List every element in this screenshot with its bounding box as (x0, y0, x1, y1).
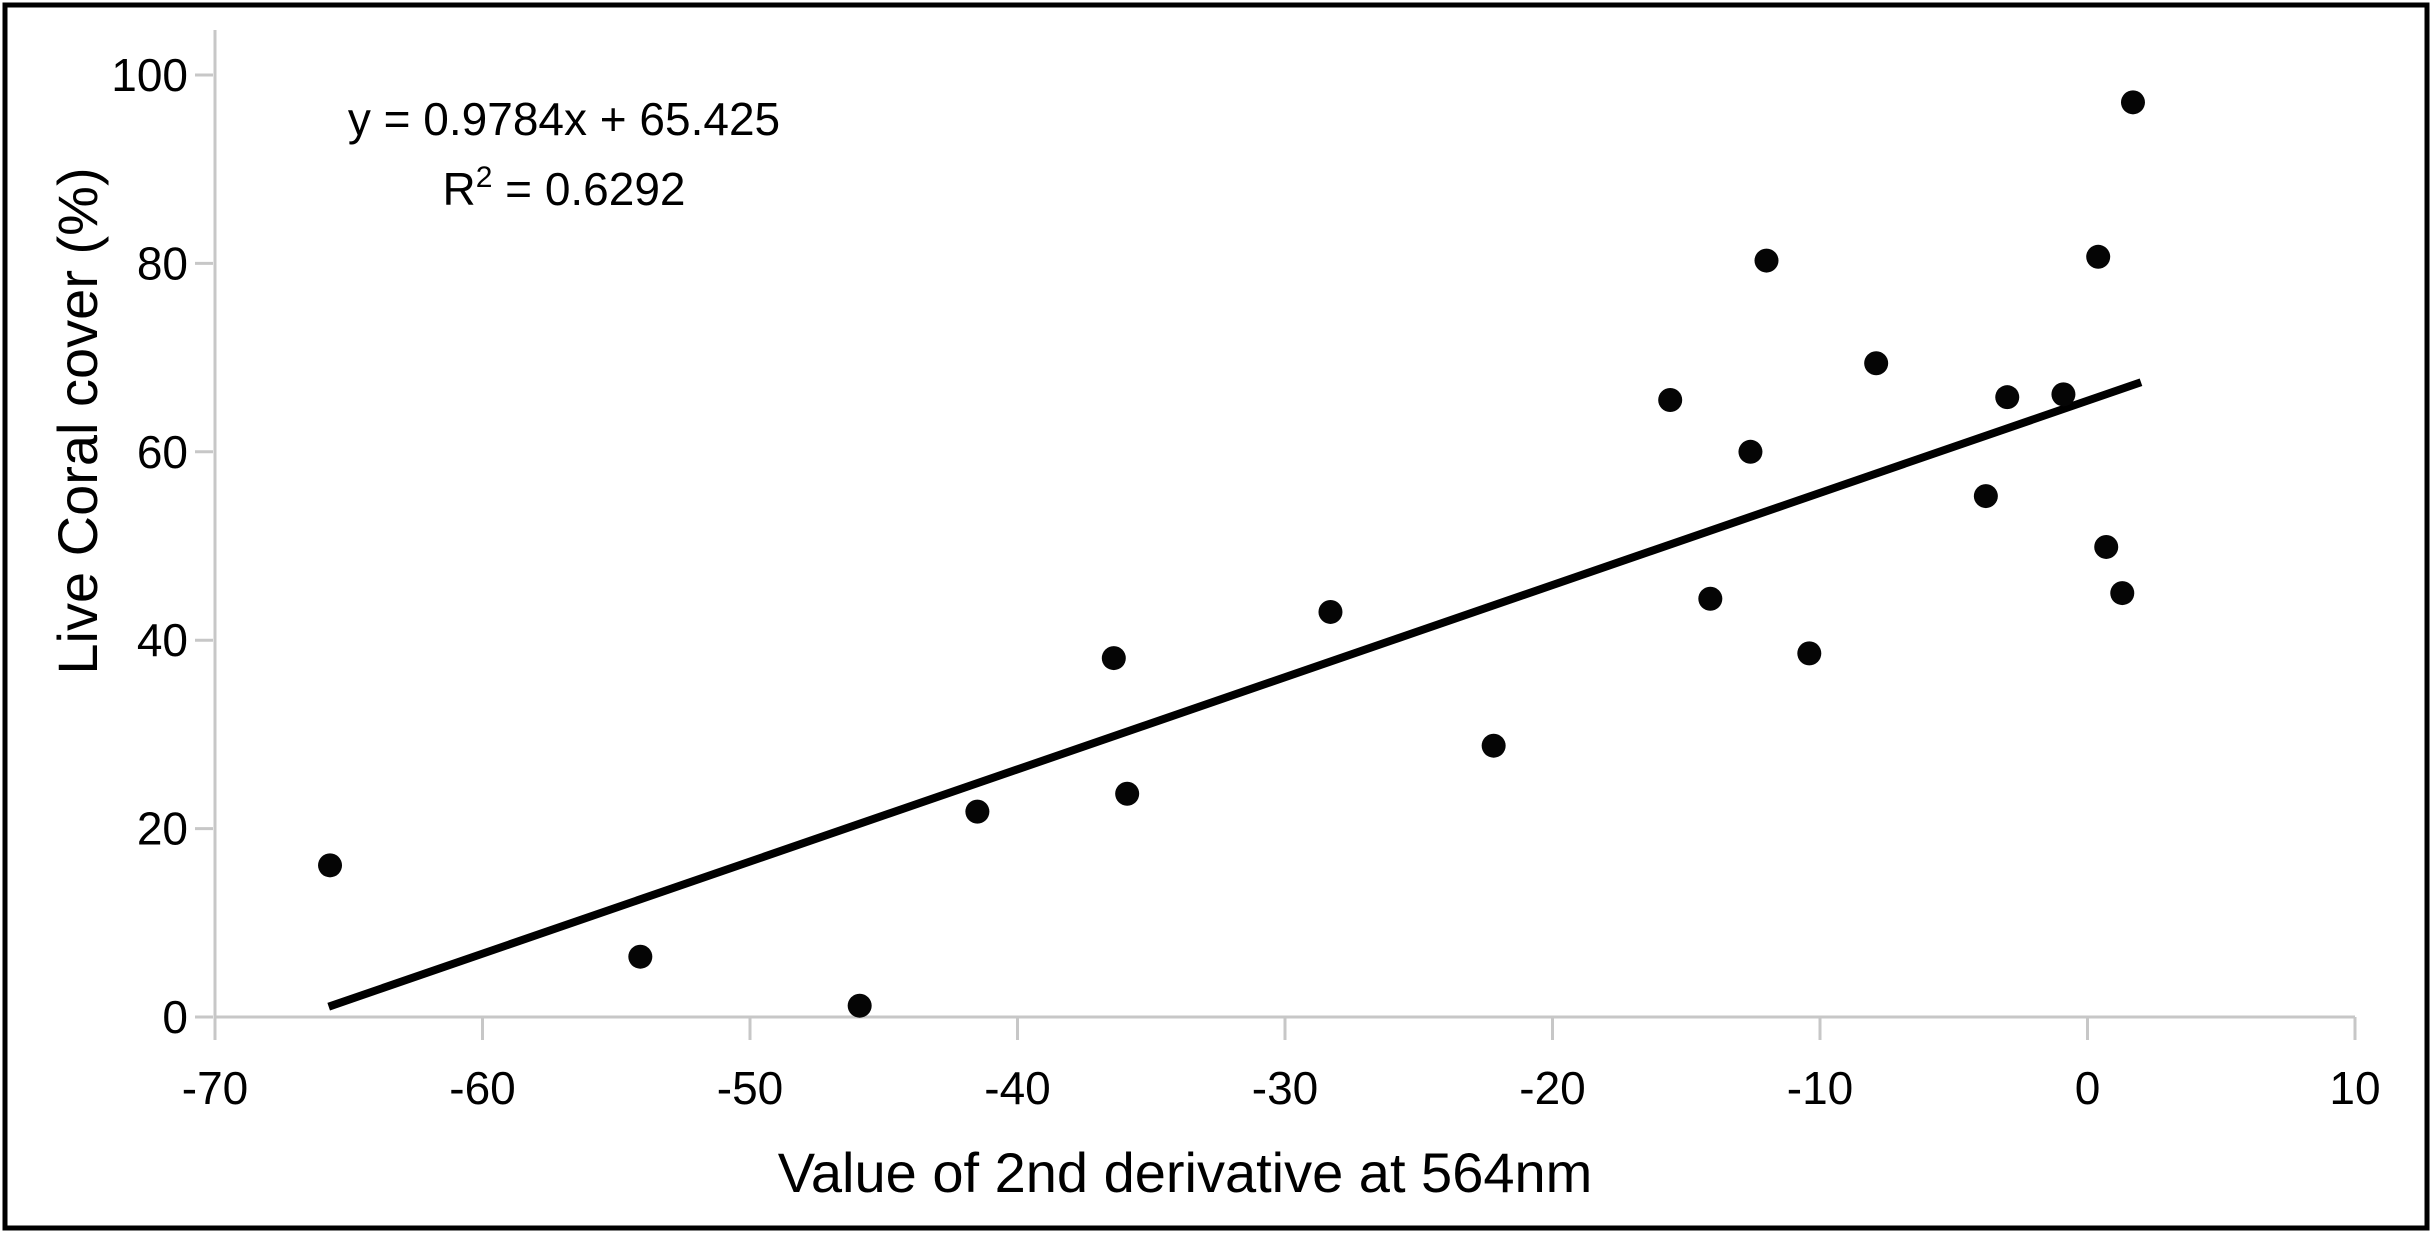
x-axis-title: Value of 2nd derivative at 564nm (778, 1141, 1593, 1204)
x-tick-label: 10 (2329, 1062, 2380, 1114)
data-point (628, 944, 653, 969)
data-point (1658, 387, 1683, 412)
y-tick-label: 60 (137, 426, 188, 478)
data-point (965, 799, 990, 824)
data-point (2086, 244, 2111, 269)
r-squared-label: R2 = 0.6292 (442, 161, 685, 215)
data-point (1101, 646, 1126, 671)
data-point (1738, 439, 1763, 464)
x-tick-label: 0 (2075, 1062, 2101, 1114)
data-point (2094, 534, 2119, 559)
x-tick-label: -70 (182, 1062, 248, 1114)
x-tick-label: -30 (1252, 1062, 1318, 1114)
x-tick-label: -50 (717, 1062, 783, 1114)
data-point (1754, 248, 1779, 273)
axes (195, 30, 2357, 1040)
data-point (1698, 586, 1723, 611)
data-point (1318, 599, 1343, 624)
y-axis-title: Live Coral cover (%) (46, 167, 109, 674)
data-point (1995, 385, 2020, 410)
data-point (2120, 90, 2145, 115)
y-tick-label: 20 (137, 803, 188, 855)
data-point (847, 993, 872, 1018)
data-point (318, 853, 343, 878)
x-tick-label: -40 (984, 1062, 1050, 1114)
x-tick-label: -60 (449, 1062, 515, 1114)
data-point (2110, 581, 2135, 606)
trend-line (327, 378, 2143, 1011)
y-tick-label: 100 (111, 49, 188, 101)
data-point (1864, 351, 1889, 376)
x-tick-label: -20 (1519, 1062, 1585, 1114)
trend-line-group (327, 378, 2143, 1011)
data-point (1973, 484, 1998, 509)
data-points (318, 90, 2145, 1018)
data-point (1115, 781, 1140, 806)
data-point (1797, 641, 1822, 666)
x-tick-label: -10 (1787, 1062, 1853, 1114)
data-point (2051, 382, 2076, 407)
y-tick-label: 0 (162, 991, 188, 1043)
y-tick-label: 80 (137, 237, 188, 289)
equation-label: y = 0.9784x + 65.425 (348, 93, 780, 145)
y-tick-label: 40 (137, 614, 188, 666)
data-point (1481, 733, 1506, 758)
